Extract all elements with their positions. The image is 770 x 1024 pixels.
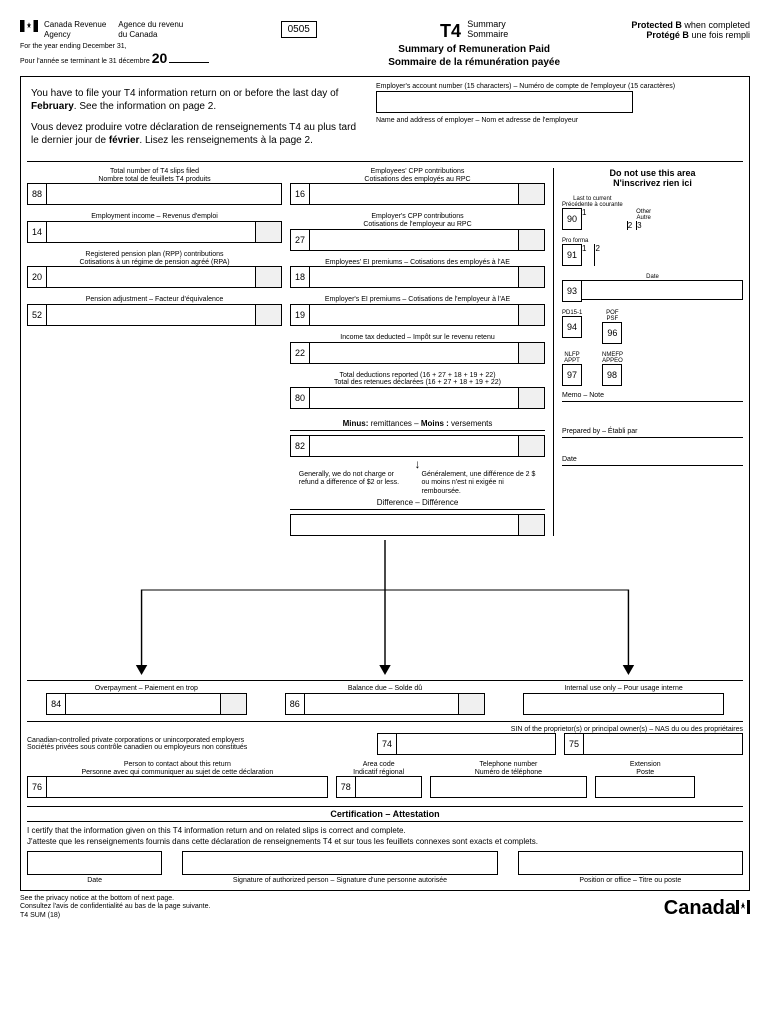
cert-pos-input[interactable]	[518, 851, 743, 875]
year-input[interactable]	[169, 62, 209, 63]
split-arrows	[27, 540, 743, 680]
field-22-input[interactable]	[310, 342, 545, 364]
name-label: Name and address of employer – Nom et ad…	[376, 117, 743, 124]
internal-input[interactable]	[523, 693, 723, 715]
field-88-num: 88	[27, 183, 47, 205]
field-52-input[interactable]	[47, 304, 282, 326]
year-line-fr: Pour l'année se terminant le 31 décembre	[20, 58, 150, 65]
tel-input[interactable]	[430, 776, 588, 798]
field-14-num: 14	[27, 221, 47, 243]
field-86-input[interactable]	[305, 693, 485, 715]
field-14-label: Employment income – Revenus d'emploi	[27, 213, 282, 221]
main-form: You have to file your T4 information ret…	[20, 76, 750, 891]
field-20-label: Registered pension plan (RPP) contributi…	[27, 251, 282, 266]
t4-title: T4	[440, 21, 461, 41]
donot-en: Do not use this area	[609, 168, 695, 178]
field-75-input[interactable]	[584, 733, 743, 755]
field-27-input[interactable]	[310, 229, 545, 251]
summary-en: Summary	[467, 19, 506, 29]
year-line-en: For the year ending December 31,	[20, 43, 127, 50]
canada-flag-icon	[20, 20, 38, 32]
field-82-input[interactable]	[310, 435, 545, 457]
field-88-label: Total number of T4 slips filed Nombre to…	[27, 168, 282, 183]
ext-input[interactable]	[595, 776, 695, 798]
cert-header: Certification – Attestation	[27, 806, 743, 822]
field-18-input[interactable]	[310, 266, 545, 288]
form-header: Canada Revenue Agency Agence du revenu d…	[20, 20, 750, 68]
field-74-input[interactable]	[397, 733, 556, 755]
canada-wordmark: Canada	[664, 897, 750, 920]
field-16-label: Employees' CPP contributions Cotisations…	[290, 168, 545, 183]
field-14-input[interactable]	[47, 221, 282, 243]
subtitle-fr: Sommaire de la rémunération payée	[388, 57, 560, 68]
field-76-input[interactable]	[47, 776, 328, 798]
diff-input[interactable]	[290, 514, 545, 536]
field-20-input[interactable]	[47, 266, 282, 288]
subtitle-en: Summary of Remuneration Paid	[388, 44, 560, 55]
field-80-label: Total deductions reported (16 + 27 + 18 …	[290, 372, 545, 387]
protected-en: Protected B	[631, 20, 682, 30]
note-en: Generally, we do not charge or refund a …	[299, 471, 414, 496]
field-78-input[interactable]	[356, 776, 422, 798]
year-prefix: 20	[152, 50, 168, 66]
account-input[interactable]	[376, 91, 633, 113]
protected-fr: Protégé B	[646, 30, 689, 40]
agency-name-en: Canada Revenue Agency	[44, 20, 106, 39]
field-20-num: 20	[27, 266, 47, 288]
form-code: 0505	[281, 21, 317, 38]
field-52-num: 52	[27, 304, 47, 326]
cert-date-input[interactable]	[27, 851, 162, 875]
field-19-label: Employer's EI premiums – Cotisations de …	[290, 296, 545, 304]
field-80-input[interactable]	[310, 387, 545, 409]
field-16-input[interactable]	[310, 183, 545, 205]
agency-name-fr: Agence du revenu du Canada	[118, 20, 183, 39]
field-88-input[interactable]	[47, 183, 282, 205]
diff-label: Difference – Différence	[290, 496, 545, 510]
summary-fr: Sommaire	[467, 29, 508, 39]
donot-fr: N'inscrivez rien ici	[613, 178, 692, 188]
field-22-label: Income tax deducted – Impôt sur le reven…	[290, 334, 545, 342]
field-27-label: Employer's CPP contributions Cotisations…	[290, 213, 545, 228]
note-fr: Généralement, une différence de 2 $ ou m…	[422, 471, 537, 496]
instruction-box: You have to file your T4 information ret…	[27, 83, 366, 151]
field-93-input[interactable]	[582, 280, 743, 300]
cert-sig-input[interactable]	[182, 851, 497, 875]
field-52-label: Pension adjustment – Facteur d'équivalen…	[27, 296, 282, 304]
field-84-input[interactable]	[66, 693, 246, 715]
field-18-label: Employees' EI premiums – Cotisations des…	[290, 259, 545, 267]
field-19-input[interactable]	[310, 304, 545, 326]
account-label: Employer's account number (15 characters…	[376, 83, 743, 90]
